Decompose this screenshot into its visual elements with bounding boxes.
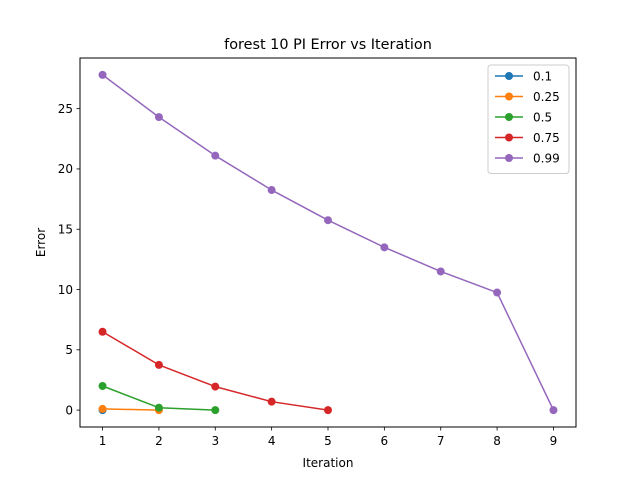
legend-label: 0.5 [533,111,552,125]
x-tick-label: 6 [381,434,389,448]
data-point [267,397,276,406]
data-point [549,406,558,415]
series-0.99 [98,70,558,415]
legend-item: 0.5 [495,111,552,125]
legend-item: 0.75 [495,131,560,145]
x-tick-label: 8 [493,434,501,448]
x-tick-label: 2 [155,434,163,448]
data-point [154,403,163,412]
data-point [154,360,163,369]
y-tick-label: 15 [58,223,73,237]
data-point [493,288,502,297]
x-tick-label: 7 [437,434,445,448]
data-point [211,151,220,160]
legend-label: 0.99 [533,152,560,166]
y-tick-label: 0 [65,403,73,417]
x-axis-ticks: 1 2 3 4 5 6 7 8 9 [99,427,558,448]
legend-item: 0.25 [495,90,560,104]
data-point [211,406,220,415]
x-tick-label: 3 [211,434,219,448]
y-tick-label: 20 [58,162,73,176]
data-point [324,406,332,415]
legend-label: 0.75 [533,131,560,145]
legend-marker [505,154,513,162]
x-axis-label: Iteration [303,456,354,470]
chart-title: forest 10 PI Error vs Iteration [224,37,432,53]
data-point [267,186,276,195]
data-point [154,113,163,122]
legend-marker [505,92,513,101]
legend-item: 0.99 [495,152,560,166]
data-point [98,382,107,390]
y-tick-label: 5 [65,343,73,357]
y-axis-label: Error [34,228,48,257]
data-point [211,382,220,391]
series-0.5 [98,382,220,415]
series-layer [98,70,558,415]
legend-marker [505,133,513,142]
legend-marker [505,113,513,121]
y-tick-label: 10 [58,283,73,297]
data-point [380,243,389,252]
series-0.75 [98,327,332,415]
x-tick-label: 4 [268,434,276,448]
data-point [436,267,445,276]
data-point [98,70,107,79]
legend: 0.1 0.25 0.5 0.75 0.99 [487,64,570,174]
legend-item: 0.1 [495,70,552,84]
x-tick-label: 1 [99,434,107,448]
legend-marker [505,72,513,80]
data-point [98,327,107,336]
x-tick-label: 9 [550,434,558,448]
data-point [98,404,107,413]
legend-label: 0.25 [533,90,560,104]
y-tick-label: 25 [58,102,73,116]
data-point [324,216,332,225]
y-axis-ticks: 0 5 10 15 20 25 [58,102,80,417]
series-line [102,408,159,411]
legend-label: 0.1 [533,70,552,84]
x-tick-label: 5 [324,434,332,448]
legend-box [487,64,570,174]
